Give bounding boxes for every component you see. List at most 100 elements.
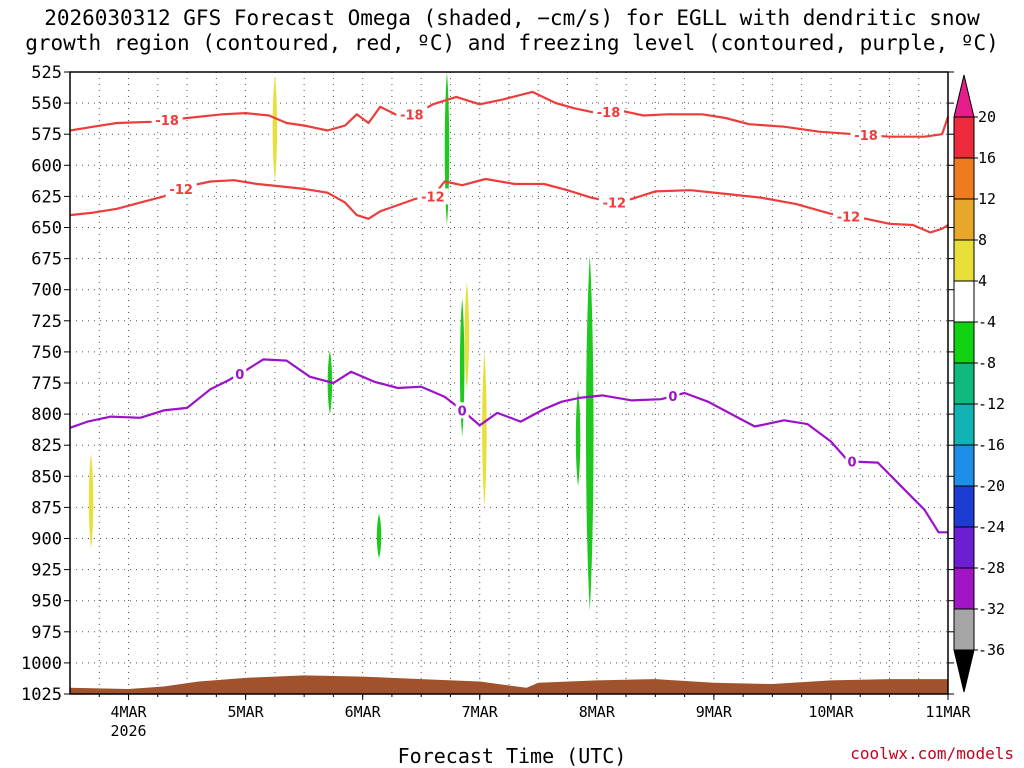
contour-label-bg	[165, 180, 197, 197]
contour-label-bg	[593, 103, 625, 120]
contour-label: 0	[458, 404, 467, 419]
credit-text: coolwx.com/models	[850, 744, 1014, 763]
colorbar-tick-label: -32	[978, 600, 1005, 618]
chart-title: 2026030312 GFS Forecast Omega (shaded, −…	[25, 6, 999, 55]
x-tick-label: 11MAR	[925, 703, 971, 721]
colorbar: 20 16 12 8 4 -4 -8 -12 -16 -20 -24 -28 -32 -36	[953, 74, 1005, 693]
contour-label: -18	[400, 109, 424, 124]
colorbar-tick-label: 8	[978, 231, 987, 249]
colorbar-tick-label: -24	[978, 518, 1005, 536]
contour-label: -18	[597, 106, 621, 121]
contour-label-bg	[396, 106, 428, 123]
contour-line	[69, 358, 948, 534]
y-tick-label: 925	[31, 561, 62, 581]
colorbar-tick-label: -4	[978, 313, 996, 331]
x-tick-label: 8MAR	[579, 703, 616, 721]
x-axis-title: Forecast Time (UTC)	[397, 744, 627, 768]
colorbar-swatch	[953, 198, 975, 241]
x-tick-label: 5MAR	[228, 703, 265, 721]
contour-label-bg	[151, 112, 183, 129]
omega-shaded-cell	[376, 513, 382, 559]
contour-label: -18	[155, 114, 179, 129]
contour-label: -12	[837, 210, 861, 225]
contour-label-bg	[832, 208, 864, 225]
contour-label: 0	[235, 368, 244, 383]
y-tick-label: 725	[31, 312, 62, 332]
omega-shaded-cell	[575, 389, 581, 487]
y-tick-label: 775	[31, 374, 62, 394]
colorbar-tick-label: -20	[978, 477, 1005, 495]
y-tick-label: 975	[31, 623, 62, 643]
y-tick-label: 900	[31, 530, 62, 550]
y-tick-label: 550	[31, 94, 62, 114]
y-tick-label: 1000	[21, 654, 62, 674]
y-tick-label: 600	[31, 156, 62, 176]
omega-shaded-cell	[586, 254, 594, 611]
colorbar-tick-label: -16	[978, 436, 1005, 454]
omega-shaded-cell	[88, 453, 94, 549]
y-tick-label: 675	[31, 250, 62, 270]
x-tick-label: 6MAR	[345, 703, 382, 721]
contour-label-bg	[666, 388, 680, 405]
colorbar-bottom-arrow	[953, 649, 975, 693]
contour-line	[69, 90, 950, 138]
colorbar-tick-label: -12	[978, 395, 1005, 413]
omega-shaded-cell	[459, 298, 465, 437]
colorbar-top-arrow	[953, 74, 975, 118]
colorbar-tick-label: 4	[978, 272, 987, 290]
contour-label: -18	[854, 129, 878, 144]
contour-label-bg	[598, 194, 630, 211]
colorbar-swatch	[953, 526, 975, 569]
omega-shaded-cell	[272, 75, 278, 181]
terrain-fill	[70, 675, 948, 694]
y-tick-label: 700	[31, 281, 62, 301]
contour-label-bg	[845, 453, 859, 470]
contour-label: 0	[668, 390, 677, 405]
contour-label: -12	[421, 190, 445, 205]
x-tick-sublabel: 2026	[110, 722, 146, 740]
y-tick-label: 825	[31, 436, 62, 456]
y-tick-label: 625	[31, 187, 62, 207]
colorbar-tick-label: 12	[978, 190, 996, 208]
y-tick-label: 575	[31, 125, 62, 145]
contour-label: -12	[169, 183, 193, 198]
colorbar-swatch	[953, 567, 975, 610]
x-tick-label: 4MAR	[110, 703, 147, 721]
y-tick-label: 850	[31, 467, 62, 487]
contour-label-bg	[417, 188, 449, 205]
y-tick-label: 525	[31, 63, 62, 83]
y-tick-label: 1025	[21, 685, 62, 705]
y-tick-label: 875	[31, 498, 62, 518]
colorbar-swatch	[953, 116, 975, 159]
y-tick-label: 950	[31, 592, 62, 612]
contour-label: -12	[603, 197, 627, 212]
colorbar-swatch	[953, 157, 975, 200]
contour-label-bg	[455, 402, 469, 419]
omega-shaded-cell	[444, 72, 450, 226]
colorbar-swatch	[953, 321, 975, 364]
y-tick-label: 650	[31, 219, 62, 239]
y-tick-label: 800	[31, 405, 62, 425]
contour-label-bg	[850, 127, 882, 144]
colorbar-swatch	[953, 403, 975, 446]
colorbar-tick-label: -36	[978, 641, 1005, 659]
colorbar-tick-label: 16	[978, 149, 996, 167]
omega-shaded-cell	[482, 351, 487, 507]
x-tick-label: 10MAR	[808, 703, 854, 721]
x-tick-label: 7MAR	[462, 703, 499, 721]
colorbar-swatch	[953, 362, 975, 405]
colorbar-swatch	[953, 608, 975, 651]
colorbar-swatch	[953, 280, 975, 323]
colorbar-tick-label: 20	[978, 108, 996, 126]
contour-label: 0	[847, 456, 856, 471]
colorbar-swatch	[953, 239, 975, 282]
x-tick-label: 9MAR	[696, 703, 733, 721]
contour-label-bg	[233, 365, 247, 382]
omega-shaded-cell	[464, 282, 470, 390]
colorbar-swatch	[953, 444, 975, 487]
colorbar-tick-label: -28	[978, 559, 1005, 577]
contour-line	[69, 177, 949, 234]
plot-area: -18 -18 -18 -18 -12 -12 -12 -12 0 0 0 0 525 550 575 600…	[21, 63, 971, 740]
colorbar-swatch	[953, 485, 975, 528]
